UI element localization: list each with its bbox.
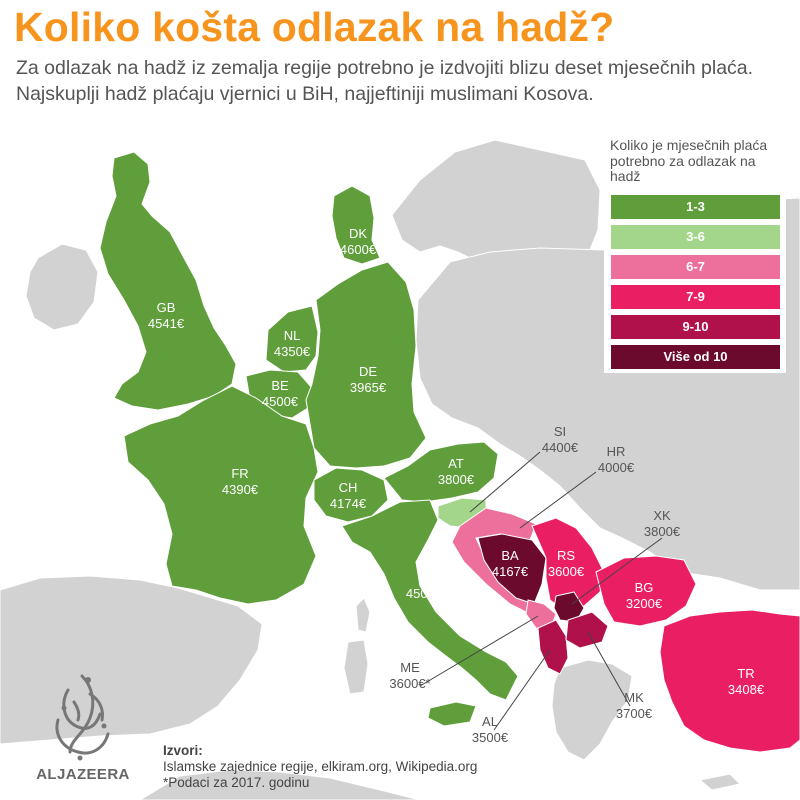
aljazeera-logo-icon xyxy=(55,674,110,761)
country-nl xyxy=(265,305,319,373)
label-rs-code: RS xyxy=(557,548,575,563)
country-de xyxy=(305,261,427,469)
page-title: Koliko košta odlazak na hadž? xyxy=(14,4,615,50)
country-gb xyxy=(99,151,237,411)
country-ba xyxy=(477,533,547,605)
leader-lines xyxy=(419,451,663,731)
label-xk-price: 3800€ xyxy=(644,524,681,539)
country-labels: GB 4541€ DK 4600€ NL 4350€ BE 4500€ DE 3… xyxy=(148,226,765,745)
aljazeera-logo: ALJAZEERA xyxy=(30,668,136,786)
leader-si xyxy=(469,451,541,513)
label-at-price: 3800€ xyxy=(438,472,475,487)
label-it-price: 4500€ xyxy=(406,586,443,601)
label-mk-price: 3700€ xyxy=(616,706,653,721)
label-xk-code: XK xyxy=(653,508,671,523)
label-fr-price: 4390€ xyxy=(222,482,259,497)
legend-item-6-7: 6-7 xyxy=(611,255,780,279)
label-al-code: AL xyxy=(482,714,498,729)
legend-item-3-6: 3-6 xyxy=(611,225,780,249)
iberia xyxy=(0,575,263,745)
label-at-code: AT xyxy=(448,456,464,471)
country-dk xyxy=(331,185,381,265)
label-tr-price: 3408€ xyxy=(728,682,765,697)
label-ch-code: CH xyxy=(339,480,358,495)
country-fr xyxy=(123,385,319,605)
country-tr xyxy=(659,609,800,753)
label-si-code: SI xyxy=(554,424,566,439)
label-al-price: 3500€ xyxy=(472,730,509,745)
label-nl-price: 4350€ xyxy=(274,344,311,359)
greece xyxy=(551,659,633,761)
leader-al xyxy=(493,649,551,731)
legend: Koliko je mjesečnih plaća potrebno za od… xyxy=(604,131,786,373)
legend-item-over-10: Više od 10 xyxy=(611,345,780,369)
page-subtitle: Za odlazak na hadž iz zemalja regije pot… xyxy=(16,57,754,105)
country-bg xyxy=(595,555,697,627)
country-mk xyxy=(565,611,609,649)
countries xyxy=(99,151,800,753)
leader-hr xyxy=(519,471,597,529)
ireland xyxy=(25,243,99,331)
label-it-code: IT xyxy=(418,570,430,585)
sources: Izvori: Islamske zajednice regije, elkir… xyxy=(163,743,477,791)
label-gb-price: 4541€ xyxy=(148,316,185,331)
label-mk-code: MK xyxy=(624,690,644,705)
country-ch xyxy=(313,467,389,523)
corsica xyxy=(355,597,371,633)
country-al xyxy=(537,619,569,675)
label-ba-code: BA xyxy=(501,548,519,563)
label-hr-price: 4000€ xyxy=(598,460,635,475)
aljazeera-logo-text: ALJAZEERA xyxy=(36,766,130,783)
sources-line-1: Islamske zajednice regije, elkiram.org, … xyxy=(163,758,478,774)
label-gb-code: GB xyxy=(157,300,176,315)
label-dk-code: DK xyxy=(349,226,367,241)
country-it-sicily xyxy=(427,701,477,727)
country-rs xyxy=(531,517,605,613)
label-be-price: 4500€ xyxy=(262,394,299,409)
label-be-code: BE xyxy=(271,378,289,393)
label-tr-code: TR xyxy=(737,666,754,681)
label-si-price: 4400€ xyxy=(542,440,579,455)
label-fr-code: FR xyxy=(231,466,248,481)
label-ba-price: 4167€ xyxy=(492,564,529,579)
label-dk-price: 4600€ xyxy=(340,242,377,257)
label-hr-code: HR xyxy=(607,444,626,459)
sources-note: *Podaci za 2017. godinu xyxy=(163,774,310,790)
leader-me xyxy=(419,615,539,687)
label-bg-code: BG xyxy=(635,580,654,595)
country-it xyxy=(341,499,519,701)
legend-item-1-3: 1-3 xyxy=(611,195,780,219)
label-bg-price: 3200€ xyxy=(626,596,663,611)
sardinia xyxy=(343,639,369,695)
label-rs-price: 3600€ xyxy=(548,564,585,579)
legend-item-7-9: 7-9 xyxy=(611,285,780,309)
label-de-price: 3965€ xyxy=(350,380,387,395)
label-ch-price: 4174€ xyxy=(330,496,367,511)
island-east xyxy=(698,773,742,791)
legend-item-9-10: 9-10 xyxy=(611,315,780,339)
sources-title: Izvori: xyxy=(163,743,203,758)
leader-mk xyxy=(587,631,631,707)
label-de-code: DE xyxy=(359,364,377,379)
leader-xk xyxy=(571,537,663,605)
north-africa xyxy=(139,769,421,800)
legend-title: Koliko je mjesečnih plaća potrebno za od… xyxy=(610,137,768,185)
label-me-code: ME xyxy=(400,660,420,675)
label-nl-code: NL xyxy=(284,328,301,343)
label-me-price: 3600€* xyxy=(389,676,430,691)
